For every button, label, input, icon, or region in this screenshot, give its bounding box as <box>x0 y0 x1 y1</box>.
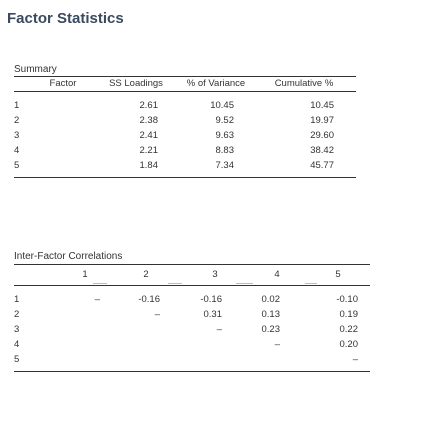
correlations-cell: -0.16 <box>138 294 160 305</box>
correlations-cell: -0.16 <box>200 294 222 305</box>
correlations-header-rule <box>14 285 370 286</box>
correlations-cell: 0.02 <box>261 294 281 305</box>
summary-ss-cell: 1.84 <box>139 160 159 171</box>
summary-factor-cell: 4 <box>14 145 20 156</box>
correlations-row-label: 5 <box>14 354 20 365</box>
correlations-cell: – <box>274 339 280 350</box>
correlations-cell: – <box>352 354 358 365</box>
summary-ss-cell: 2.41 <box>139 130 159 141</box>
summary-variance-cell: 9.63 <box>215 130 235 141</box>
correlations-header-underline <box>236 283 253 284</box>
summary-bottom-rule <box>14 177 356 178</box>
correlations-cell: 0.20 <box>339 339 359 350</box>
correlations-header-col: 1 <box>82 269 88 280</box>
correlations-header-underline <box>168 283 182 284</box>
summary-variance-cell: 8.83 <box>215 145 235 156</box>
correlations-bottom-rule <box>14 371 370 372</box>
summary-ss-cell: 2.21 <box>139 145 159 156</box>
summary-header-cumulative: Cumulative % <box>274 78 334 89</box>
correlations-cell: 0.13 <box>261 309 281 320</box>
summary-header-pct-variance: % of Variance <box>186 78 246 89</box>
summary-cumulative-cell: 10.45 <box>310 100 334 111</box>
summary-header-factor: Factor <box>49 78 77 89</box>
summary-variance-cell: 9.52 <box>215 115 235 126</box>
correlations-header-underline <box>93 283 107 284</box>
correlations-header-col: 5 <box>335 269 341 280</box>
correlations-cell: – <box>154 309 160 320</box>
correlations-header-col: 3 <box>212 269 218 280</box>
correlations-header-underline <box>305 283 317 284</box>
summary-factor-cell: 2 <box>14 115 20 126</box>
summary-ss-cell: 2.38 <box>139 115 159 126</box>
correlations-header-col: 4 <box>274 269 280 280</box>
correlations-cell: 0.31 <box>203 309 223 320</box>
summary-header-rule <box>14 91 356 92</box>
summary-header-ss-loadings: SS Loadings <box>109 78 163 89</box>
correlations-row-label: 1 <box>14 294 20 305</box>
correlations-top-rule <box>14 264 370 265</box>
correlations-cell: 0.23 <box>261 324 281 335</box>
summary-title: Summary <box>14 64 57 75</box>
correlations-cell: 0.19 <box>339 309 359 320</box>
summary-variance-cell: 10.45 <box>210 100 234 111</box>
summary-top-rule <box>14 76 356 77</box>
summary-factor-cell: 5 <box>14 160 20 171</box>
summary-factor-cell: 1 <box>14 100 20 111</box>
summary-cumulative-cell: 45.77 <box>310 160 334 171</box>
correlations-title: Inter-Factor Correlations <box>14 251 123 262</box>
correlations-cell: – <box>94 294 100 305</box>
summary-factor-cell: 3 <box>14 130 20 141</box>
correlations-cell: 0.22 <box>339 324 359 335</box>
page-title: Factor Statistics <box>7 10 124 27</box>
correlations-row-label: 3 <box>14 324 20 335</box>
correlations-cell: – <box>216 324 222 335</box>
summary-cumulative-cell: 38.42 <box>310 145 334 156</box>
correlations-cell: -0.10 <box>336 294 358 305</box>
correlations-header-col: 2 <box>143 269 149 280</box>
summary-cumulative-cell: 19.97 <box>310 115 334 126</box>
summary-variance-cell: 7.34 <box>215 160 235 171</box>
correlations-row-label: 4 <box>14 339 20 350</box>
summary-ss-cell: 2.61 <box>139 100 159 111</box>
correlations-row-label: 2 <box>14 309 20 320</box>
summary-cumulative-cell: 29.60 <box>310 130 334 141</box>
